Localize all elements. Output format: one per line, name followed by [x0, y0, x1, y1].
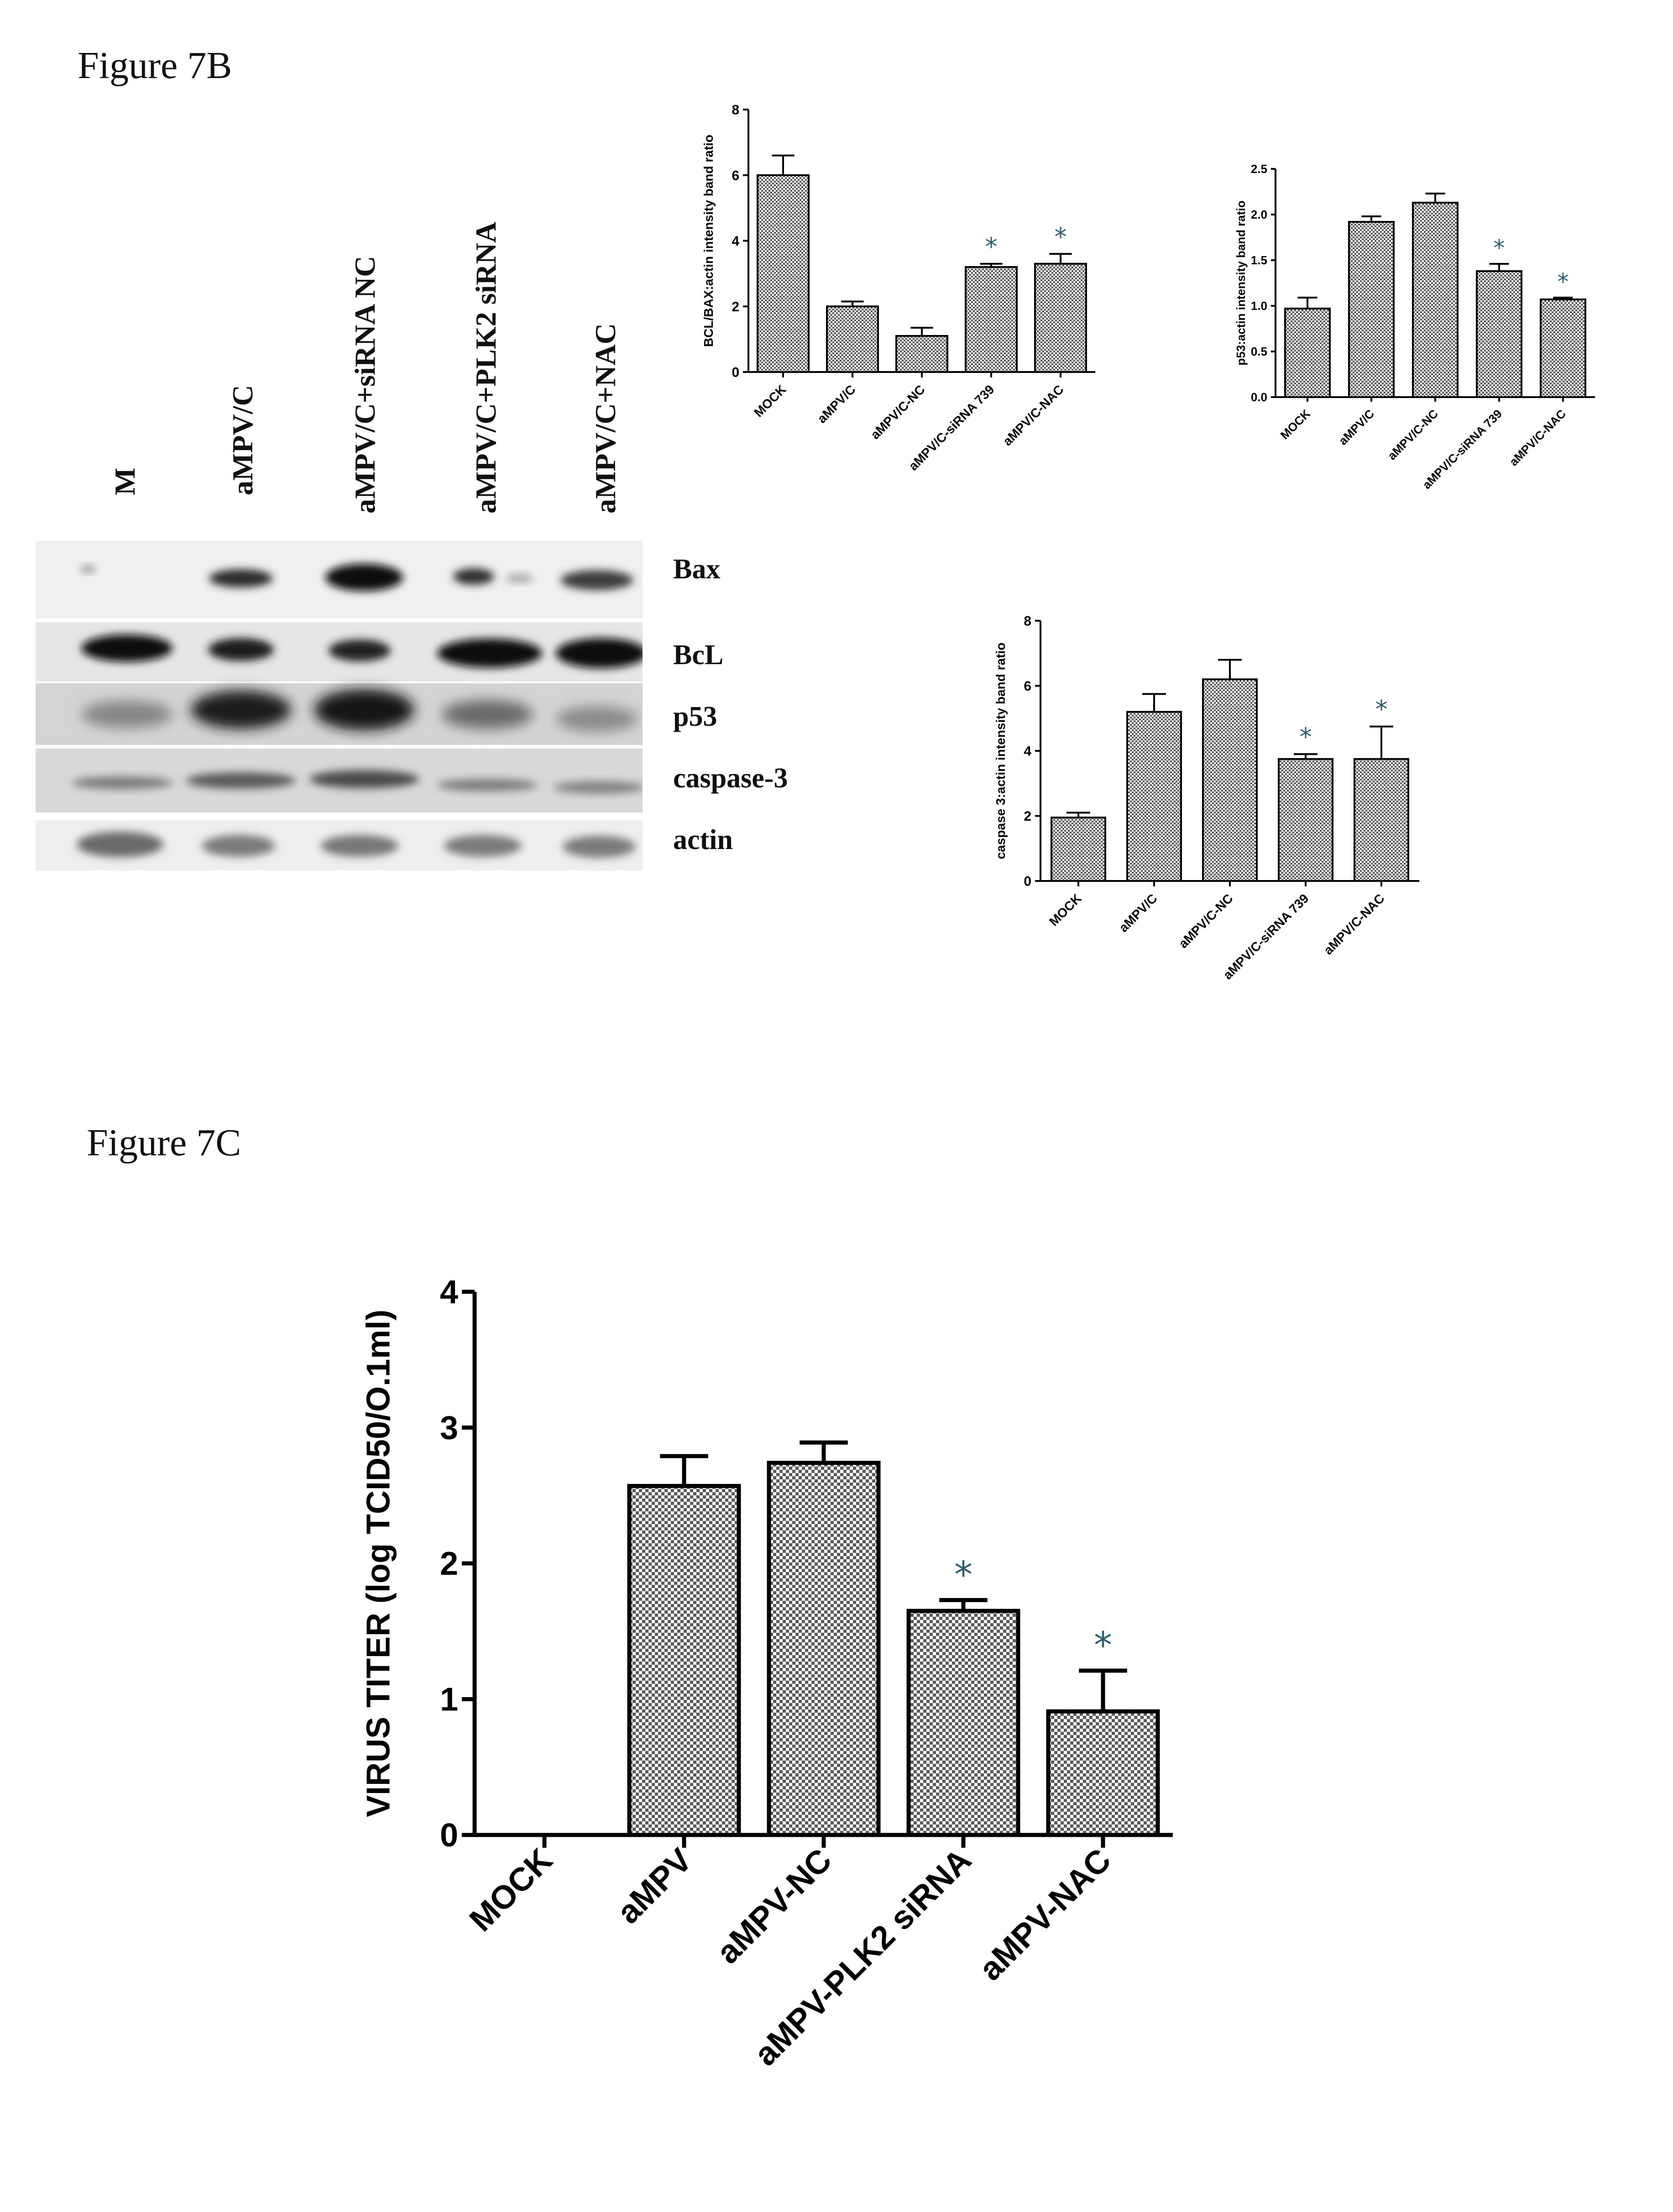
bar: [1278, 758, 1333, 882]
western-blot: [36, 541, 643, 879]
lane-label-ampv-c: aMPV/C: [226, 385, 259, 495]
category-label: aMPV/C-NAC: [1506, 407, 1568, 469]
y-axis-label: caspase 3:actin intensity band ratio: [993, 643, 1008, 860]
bar: [1348, 221, 1395, 398]
lane-label-nac: aMPV/C+NAC: [589, 323, 622, 514]
y-axis-label: VIRUS TITER (log TCID50/O.1ml): [361, 1310, 397, 1817]
blot-strip-caspase-3: [36, 749, 643, 812]
y-tick-label: 6: [732, 168, 739, 183]
bar: [1034, 262, 1087, 373]
bar: [1412, 202, 1459, 398]
bar: [1284, 308, 1331, 398]
lane-label-m: M: [109, 467, 141, 495]
bar: [1046, 1709, 1160, 1837]
bar: [826, 305, 879, 373]
blot-strip-actin: [36, 820, 643, 870]
significance-marker: *: [1055, 222, 1067, 251]
significance-marker: *: [985, 232, 998, 261]
category-label: MOCK: [1278, 407, 1313, 442]
bar: [895, 335, 948, 373]
category-label: aMPV/C: [1116, 891, 1160, 935]
y-tick-label: 2: [1024, 809, 1031, 824]
y-tick-label: 8: [732, 103, 739, 118]
chart-bcl-bax: 0 2 4 6 8 BCL/BAX:actin intensity band ratio M…: [694, 64, 1200, 566]
category-label: aMPV/C: [815, 382, 858, 426]
y-tick-label: 2.0: [1251, 208, 1267, 221]
significance-marker: *: [1558, 269, 1569, 295]
category-label: MOCK: [1046, 891, 1084, 928]
blot-strip-bax: [36, 541, 643, 619]
category-label: aMPV/C-siRNA 739: [1220, 891, 1311, 982]
y-tick-label: 0: [732, 365, 739, 380]
y-tick-label: 1.5: [1251, 253, 1267, 267]
bar: [767, 1461, 881, 1837]
y-tick-label: 1: [440, 1682, 458, 1718]
figure-7b-label: Figure 7B: [78, 44, 232, 87]
significance-marker: *: [1300, 723, 1312, 751]
significance-marker: *: [1494, 235, 1505, 262]
y-tick-label: 0.0: [1251, 390, 1267, 404]
y-tick-label: 0.5: [1251, 345, 1267, 358]
lane-label-plk2-sirna: aMPV/C+PLK2 siRNA: [470, 221, 502, 514]
y-tick-label: 2.5: [1251, 162, 1267, 176]
y-tick-label: 6: [1024, 679, 1031, 694]
significance-marker: *: [1094, 1624, 1112, 1667]
category-label: aMPV/C-NC: [1176, 891, 1236, 951]
significance-marker: *: [954, 1553, 972, 1596]
y-tick-label: 4: [732, 234, 739, 249]
category-label: aMPV/C: [1336, 407, 1377, 448]
y-tick-label: 2: [440, 1546, 458, 1582]
category-label: aMPV/C-NC: [868, 382, 928, 442]
y-tick-label: 4: [440, 1274, 458, 1310]
lane-label-sirna-nc: aMPV/C+siRNA NC: [349, 256, 381, 514]
figure-7c-label: Figure 7C: [87, 1122, 241, 1164]
category-label: MOCK: [463, 1842, 559, 1939]
blot-strip-p53: [36, 683, 643, 745]
blot-strip-bcl: [36, 622, 643, 681]
y-tick-label: 1.0: [1251, 299, 1267, 313]
bar: [906, 1609, 1020, 1837]
bar: [965, 266, 1018, 373]
category-label: aMPV/C-NC: [1385, 407, 1441, 462]
significance-marker: *: [1375, 695, 1388, 724]
bar: [757, 174, 810, 373]
category-label: aMPV-NC: [710, 1842, 839, 1971]
y-tick-label: 4: [1024, 744, 1031, 759]
bar: [1126, 711, 1182, 882]
y-tick-label: 8: [1024, 614, 1031, 629]
bar: [1354, 758, 1409, 882]
category-label: aMPV/C-NAC: [1321, 891, 1387, 957]
category-label: aMPV: [610, 1842, 699, 1931]
bar: [627, 1483, 741, 1837]
y-axis-label: BCL/BAX:actin intensity band ratio: [701, 135, 716, 347]
band-label-p53: p53: [673, 701, 717, 732]
band-label-bcl: BcL: [673, 639, 724, 671]
chart-caspase-3: 0 2 4 6 8 caspase 3:actin intensity band rati…: [986, 561, 1465, 1073]
y-tick-label: 0: [1024, 874, 1031, 889]
y-tick-label: 0: [440, 1817, 458, 1854]
band-label-bax: Bax: [673, 554, 721, 585]
category-label: MOCK: [751, 382, 789, 419]
bar: [1202, 678, 1258, 882]
category-label: aMPV/C-NAC: [1000, 382, 1067, 448]
bar: [1540, 299, 1586, 398]
y-tick-label: 3: [440, 1410, 458, 1447]
bar: [1476, 270, 1522, 398]
y-axis-label: p53:actin intensity band ratio: [1234, 200, 1248, 365]
chart-p53: 0.0 0.5 1.0 1.5 2.0 2.5 p53:actin intensity ba…: [1223, 151, 1634, 561]
y-tick-label: 2: [732, 299, 739, 315]
category-label: aMPV-NAC: [972, 1842, 1118, 1988]
band-label-caspase-3: caspase-3: [673, 763, 788, 794]
band-label-actin: actin: [673, 824, 733, 855]
chart-virus-titer: 0 1 2 3 4 VIRUS TITER (log TCID50/O.1ml) MOCK a…: [351, 1214, 1310, 2196]
bar: [1051, 817, 1106, 882]
